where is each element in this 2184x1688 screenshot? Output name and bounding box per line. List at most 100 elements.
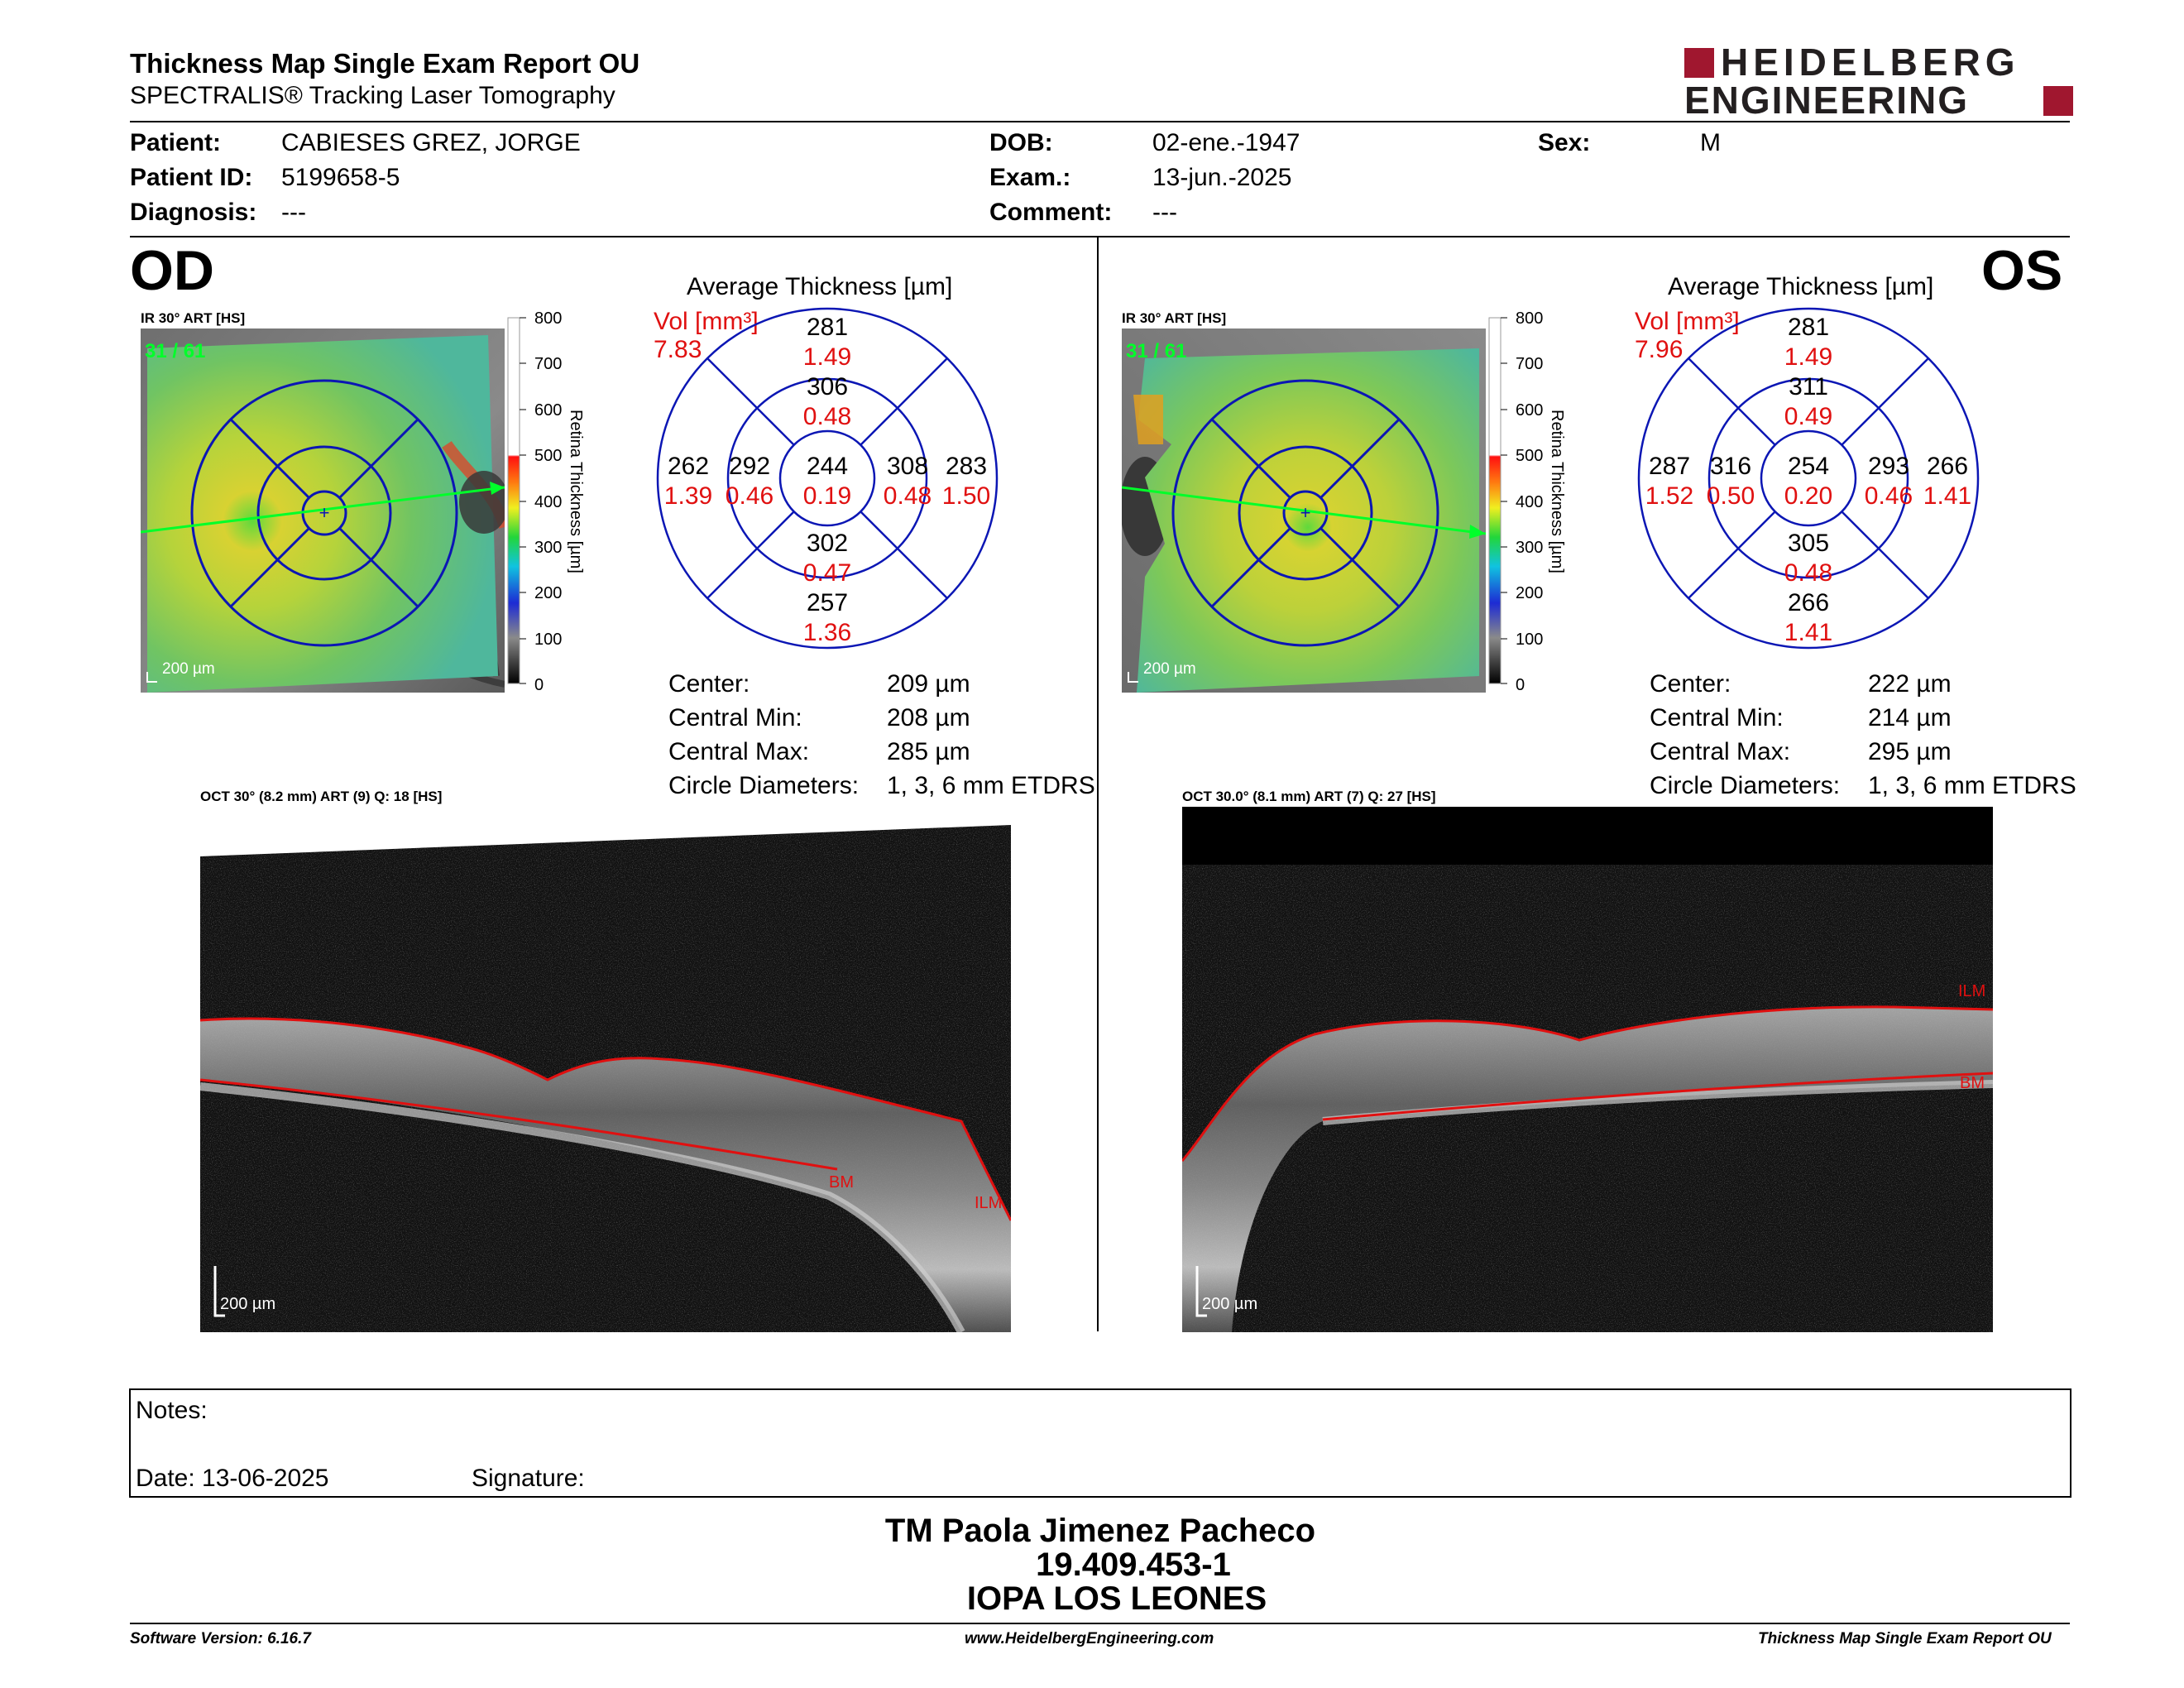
os-ilm-line bbox=[1182, 1005, 1993, 1162]
od-inner-inferior-volume: 0.47 bbox=[803, 559, 851, 587]
od-frame-counter: 31 / 61 bbox=[145, 340, 205, 362]
od-tick-600: 600 bbox=[534, 401, 562, 420]
os-scan-line bbox=[1122, 486, 1486, 535]
sex-value: M bbox=[1700, 129, 1721, 156]
od-inner-inferior-thickness: 302 bbox=[807, 530, 848, 557]
os-circle-value: 1, 3, 6 mm ETDRS bbox=[1868, 772, 2076, 799]
os-scale-label: 200 µm bbox=[1143, 660, 1196, 678]
os-oct-top-mask bbox=[1182, 807, 1993, 865]
os-ir-header: IR 30° ART [HS] bbox=[1122, 310, 1227, 326]
od-tick-700: 700 bbox=[534, 355, 562, 373]
od-circle-value: 1, 3, 6 mm ETDRS bbox=[887, 772, 1095, 799]
od-tick-400: 400 bbox=[534, 493, 562, 511]
os-outer-temporal-thickness: 266 bbox=[1927, 453, 1968, 480]
od-center-label: Center: bbox=[668, 670, 750, 698]
os-avg-title: Average Thickness [µm] bbox=[1668, 273, 1934, 300]
od-inner-temporal-thickness: 292 bbox=[729, 453, 770, 480]
od-inner-nasal-volume: 0.48 bbox=[884, 482, 932, 510]
od-colorbar: 800 700 600 500 400 300 200 100 0 Retina… bbox=[507, 309, 585, 694]
od-oct-scale-bar bbox=[213, 1266, 225, 1317]
od-avg-title: Average Thickness [µm] bbox=[687, 273, 953, 300]
od-tick-100: 100 bbox=[534, 631, 562, 649]
od-scale-bar bbox=[146, 672, 157, 683]
logo-square-top bbox=[1684, 48, 1714, 78]
patient-divider bbox=[130, 236, 2070, 237]
os-outer-superior-thickness: 281 bbox=[1788, 314, 1829, 341]
od-bm-label: BM bbox=[829, 1173, 854, 1192]
footer-divider bbox=[130, 1623, 2070, 1624]
od-tick-300: 300 bbox=[534, 539, 562, 557]
footer-report-name: Thickness Map Single Exam Report OU bbox=[1758, 1630, 2052, 1647]
os-tick-600: 600 bbox=[1516, 401, 1543, 420]
os-oct-scale-label: 200 µm bbox=[1202, 1295, 1257, 1313]
od-etdrs-chart: 281 1.49 306 0.48 262 1.39 292 0.46 244 … bbox=[656, 307, 999, 650]
notes-label: Notes: bbox=[136, 1397, 208, 1424]
diagnosis-label: Diagnosis: bbox=[130, 199, 257, 226]
header-divider bbox=[130, 121, 2070, 122]
os-inner-inferior-volume: 0.48 bbox=[1784, 559, 1832, 587]
od-min-label: Central Min: bbox=[668, 704, 802, 731]
os-tick-100: 100 bbox=[1516, 631, 1543, 649]
exam-value: 13-jun.-2025 bbox=[1152, 164, 1292, 191]
os-tick-200: 200 bbox=[1516, 584, 1543, 602]
os-etdrs-rings bbox=[1637, 307, 1980, 650]
od-ilm-line bbox=[200, 1017, 1011, 1221]
os-center-volume: 0.20 bbox=[1784, 482, 1832, 510]
os-inner-temporal-volume: 0.46 bbox=[1865, 482, 1913, 510]
od-colorbar-ticks: 800 700 600 500 400 300 200 100 0 bbox=[534, 309, 562, 694]
patient-label: Patient: bbox=[130, 129, 222, 156]
os-tick-0: 0 bbox=[1516, 676, 1525, 694]
od-scan-line bbox=[141, 486, 505, 534]
os-vol-value: 7.96 bbox=[1635, 336, 1684, 363]
report-title: Thickness Map Single Exam Report OU bbox=[130, 48, 640, 79]
od-etdrs-rings bbox=[656, 307, 999, 650]
signature-org: IOPA LOS LEONES bbox=[966, 1580, 1267, 1617]
signature-label: Signature: bbox=[472, 1465, 585, 1492]
os-min-value: 214 µm bbox=[1868, 704, 1952, 731]
od-oct-scan: BM ILM 200 µm bbox=[200, 807, 1011, 1332]
os-max-label: Central Max: bbox=[1650, 738, 1791, 765]
od-vol-value: 7.83 bbox=[654, 336, 702, 363]
od-outer-temporal-volume: 1.39 bbox=[664, 482, 712, 510]
od-inner-superior-volume: 0.48 bbox=[803, 403, 851, 430]
os-tick-400: 400 bbox=[1516, 493, 1543, 511]
od-oct-header: OCT 30° (8.2 mm) ART (9) Q: 18 [HS] bbox=[200, 789, 443, 804]
os-outer-nasal-volume: 1.52 bbox=[1645, 482, 1693, 510]
od-thickness-map: + 31 / 61 200 µm bbox=[141, 328, 505, 693]
diagnosis-value: --- bbox=[281, 199, 306, 226]
os-colorbar-label: Retina Thickness [µm] bbox=[1548, 410, 1566, 573]
os-oct-header: OCT 30.0° (8.1 mm) ART (7) Q: 27 [HS] bbox=[1182, 789, 1436, 804]
os-thickness-overlay bbox=[1137, 348, 1479, 693]
comment-label: Comment: bbox=[989, 199, 1113, 226]
od-max-value: 285 µm bbox=[887, 738, 970, 765]
od-bm-line bbox=[200, 1078, 838, 1171]
od-colorbar-scale bbox=[507, 317, 520, 684]
comment-value: --- bbox=[1152, 199, 1177, 226]
od-center-value: 209 µm bbox=[887, 670, 970, 698]
od-center-marker: + bbox=[319, 502, 330, 523]
os-max-value: 295 µm bbox=[1868, 738, 1952, 765]
os-inner-inferior-thickness: 305 bbox=[1788, 530, 1829, 557]
os-inner-temporal-thickness: 293 bbox=[1868, 453, 1909, 480]
os-center-label: Center: bbox=[1650, 670, 1731, 698]
center-divider bbox=[1097, 237, 1099, 1331]
os-tick-500: 500 bbox=[1516, 447, 1543, 465]
od-ir-header: IR 30° ART [HS] bbox=[141, 310, 246, 326]
logo-line-2: ENGINEERING bbox=[1684, 79, 1970, 122]
date-label: Date: 13-06-2025 bbox=[136, 1465, 329, 1492]
od-outer-superior-thickness: 281 bbox=[807, 314, 848, 341]
report-subtitle: SPECTRALIS® Tracking Laser Tomography bbox=[130, 82, 615, 109]
eye-label-os: OS bbox=[1981, 239, 2063, 302]
os-inner-nasal-thickness: 316 bbox=[1710, 453, 1751, 480]
os-outer-nasal-thickness: 287 bbox=[1649, 453, 1690, 480]
od-outer-nasal-volume: 1.50 bbox=[942, 482, 990, 510]
od-center-thickness: 244 bbox=[807, 453, 848, 480]
od-rpe-band bbox=[200, 1082, 965, 1332]
os-tick-700: 700 bbox=[1516, 355, 1543, 373]
patient-name: CABIESES GREZ, JORGE bbox=[281, 129, 581, 156]
os-thickness-map: + 31 / 61 200 µm bbox=[1122, 328, 1486, 693]
od-oct-top-mask bbox=[200, 807, 1011, 856]
os-center-marker: + bbox=[1300, 502, 1311, 523]
footer-website[interactable]: www.HeidelbergEngineering.com bbox=[965, 1630, 1214, 1647]
os-inner-superior-volume: 0.49 bbox=[1784, 403, 1832, 430]
